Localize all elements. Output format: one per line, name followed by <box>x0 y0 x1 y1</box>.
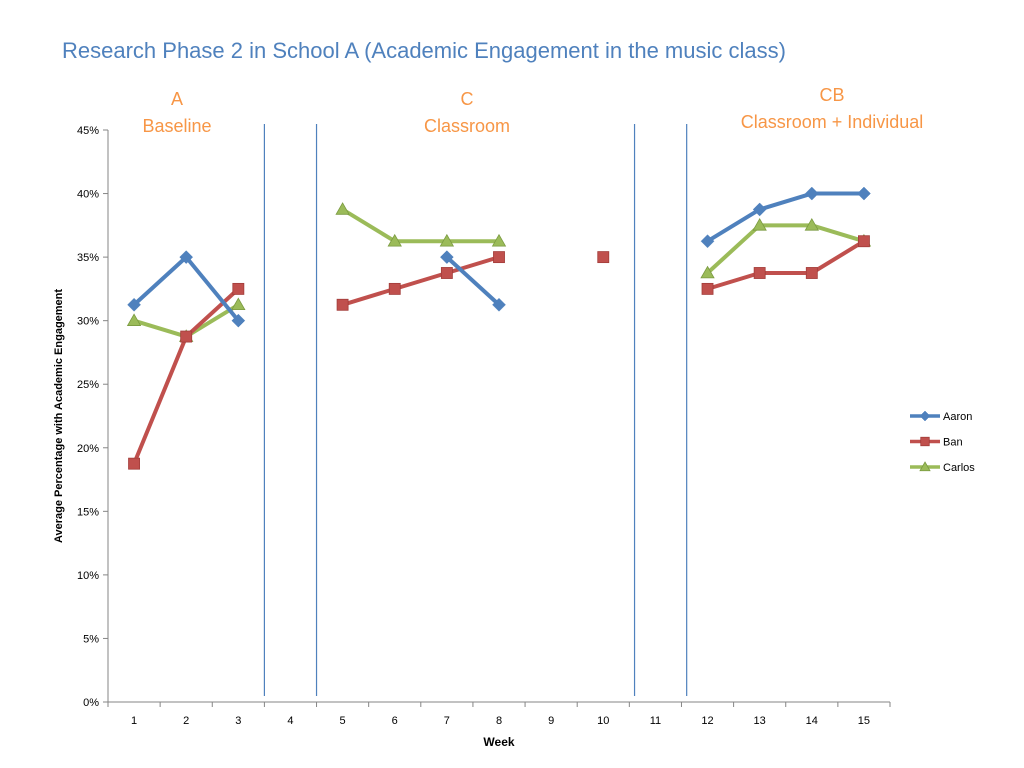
data-point-diamond <box>231 313 246 328</box>
x-tick-label: 5 <box>340 715 346 727</box>
y-axis-title: Average Percentage with Academic Engagem… <box>53 289 65 543</box>
data-point-square <box>858 235 870 248</box>
x-tick-label: 6 <box>392 715 398 727</box>
phase-label-a: A Baseline <box>117 86 237 140</box>
legend-label: Carlos <box>943 462 975 474</box>
x-axis-title: Week <box>483 735 514 749</box>
data-point-triangle <box>387 233 402 247</box>
data-point-triangle <box>439 233 455 247</box>
data-point-square <box>597 251 610 264</box>
series-line-aaron <box>705 191 866 244</box>
y-tick-label: 15% <box>77 506 99 518</box>
data-point-square <box>128 457 140 470</box>
x-tick-label: 1 <box>131 715 137 727</box>
y-tick-label: 20% <box>77 443 99 455</box>
series-line-carlos <box>705 223 866 275</box>
data-point-square <box>493 251 505 264</box>
data-point-diamond <box>919 410 931 422</box>
phase-c-code: C <box>460 89 474 109</box>
x-tick-label: 8 <box>496 715 502 727</box>
data-point-diamond <box>440 250 454 264</box>
legend-item-aaron: Aaron <box>910 410 972 423</box>
data-point-triangle <box>752 218 767 231</box>
data-point-square <box>753 267 766 279</box>
phase-a-code: A <box>170 89 183 109</box>
data-point-diamond <box>127 297 141 312</box>
data-point-triangle <box>919 461 931 472</box>
x-tick-label: 3 <box>235 715 241 727</box>
data-point-triangle <box>231 297 246 311</box>
legend-label: Ban <box>943 437 963 449</box>
y-tick-label: 45% <box>77 125 99 137</box>
x-tick-label: 14 <box>806 715 818 727</box>
legend-item-carlos: Carlos <box>910 461 975 474</box>
phase-label-cb: CB Classroom + Individual <box>716 82 948 136</box>
data-point-diamond <box>700 234 715 249</box>
y-tick-label: 30% <box>77 316 99 328</box>
x-tick-label: 15 <box>858 715 870 727</box>
phase-c-name: Classroom <box>423 116 511 136</box>
data-point-triangle <box>335 202 350 215</box>
slide-title: Research Phase 2 in School A (Academic E… <box>62 38 786 63</box>
series-line-ban <box>705 239 866 291</box>
data-point-square <box>388 282 401 295</box>
x-tick-label: 13 <box>754 715 766 727</box>
x-tick-label: 9 <box>548 715 554 727</box>
data-point-triangle <box>491 233 507 247</box>
data-point-triangle <box>804 218 819 231</box>
data-point-square <box>805 267 818 279</box>
data-point-diamond <box>492 297 506 312</box>
phase-cb-name: Classroom + Individual <box>740 112 924 132</box>
y-tick-label: 35% <box>77 252 99 264</box>
chart-series <box>126 186 872 470</box>
data-point-square <box>701 282 714 295</box>
data-point-square <box>920 436 930 447</box>
x-tick-label: 7 <box>444 715 450 727</box>
y-tick-label: 10% <box>77 570 99 582</box>
series-line-aaron <box>444 255 501 307</box>
data-point-square <box>440 267 453 279</box>
data-point-diamond <box>752 202 767 217</box>
chart-legend: Aaron Ban Carlos <box>910 410 975 474</box>
data-point-diamond <box>857 186 871 201</box>
series-aaron <box>127 186 871 328</box>
series-line-carlos <box>340 207 501 244</box>
series-line-aaron <box>132 255 241 323</box>
x-tick-label: 4 <box>287 715 293 727</box>
data-point-square <box>180 330 193 343</box>
data-point-square <box>232 282 245 295</box>
x-tick-label: 2 <box>183 715 189 727</box>
y-tick-label: 0% <box>83 697 99 709</box>
series-ban <box>128 235 870 470</box>
x-tick-label: 12 <box>701 715 713 727</box>
data-point-square <box>336 298 349 311</box>
legend-label: Aaron <box>943 411 972 423</box>
phase-a-name: Baseline <box>142 116 212 136</box>
x-tick-label: 11 <box>650 715 661 727</box>
data-point-diamond <box>179 250 194 264</box>
data-point-triangle <box>700 265 715 279</box>
y-tick-label: 5% <box>83 633 99 645</box>
y-tick-label: 25% <box>77 379 99 391</box>
data-point-diamond <box>804 186 819 201</box>
y-tick-label: 40% <box>77 189 99 201</box>
data-point-triangle <box>126 313 142 326</box>
phase-cb-code: CB <box>819 85 845 105</box>
phase-label-c: C Classroom <box>397 86 537 140</box>
series-line-ban <box>340 255 501 307</box>
chart-axes: 0%5%10%15%20%25%30%35%40%45%1 2 3 4 5 6 7 8 9 10 1… <box>77 125 891 727</box>
legend-item-ban: Ban <box>910 437 963 449</box>
x-tick-label: 10 <box>597 715 609 727</box>
phase-boundary-lines <box>263 124 688 696</box>
